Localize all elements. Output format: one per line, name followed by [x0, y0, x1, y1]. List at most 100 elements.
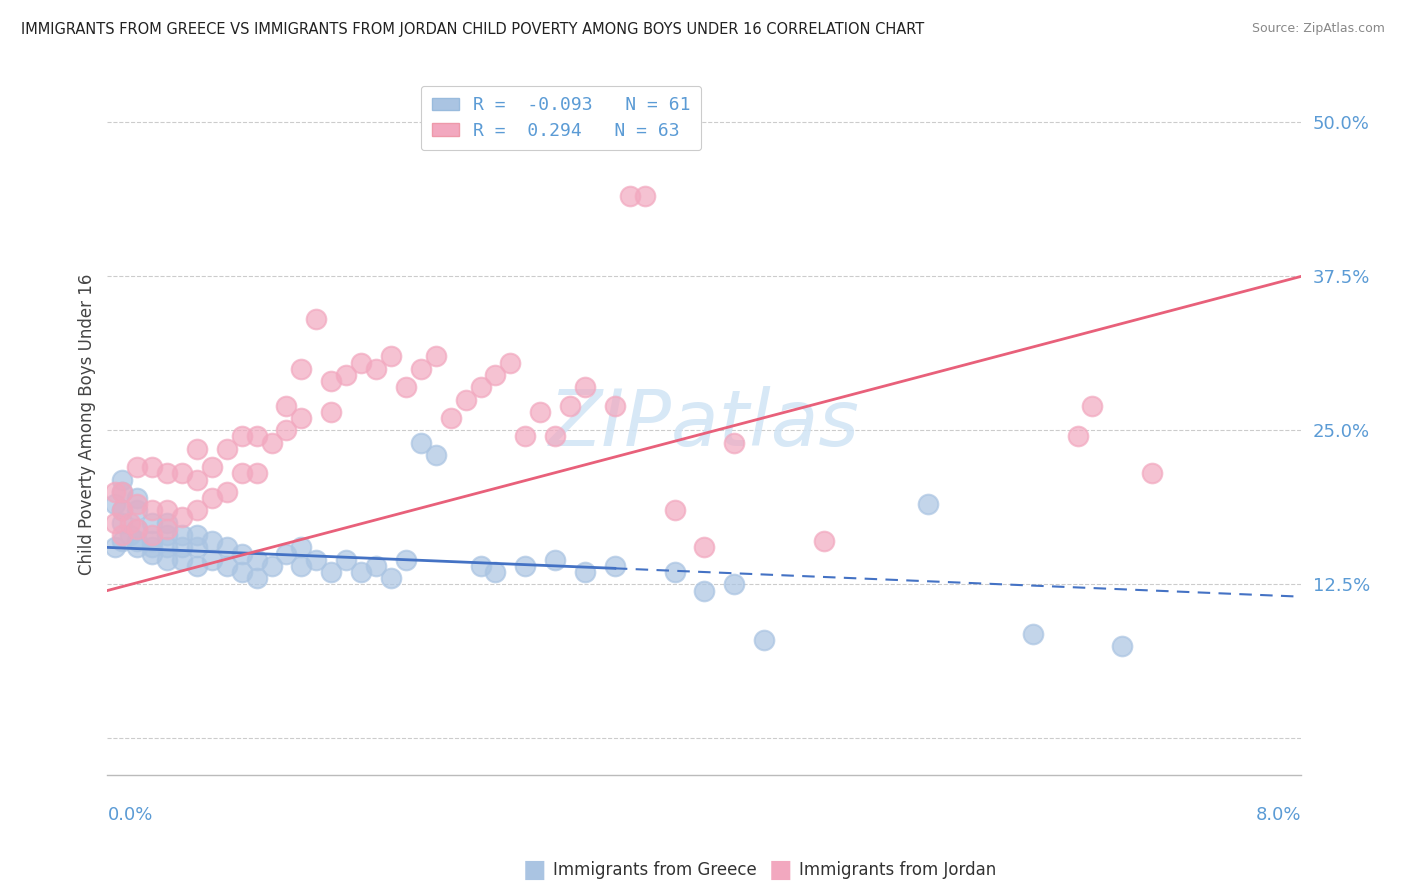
Point — [186, 558, 208, 573]
Point — [215, 558, 238, 573]
Text: Immigrants from Greece: Immigrants from Greece — [553, 861, 756, 879]
Point — [634, 189, 657, 203]
Point — [127, 491, 149, 505]
Point — [335, 552, 357, 566]
Point — [290, 541, 312, 555]
Point — [544, 552, 567, 566]
Point — [276, 547, 298, 561]
Point — [170, 528, 193, 542]
Point — [380, 350, 402, 364]
Point — [321, 374, 343, 388]
Point — [215, 485, 238, 500]
Point — [111, 485, 134, 500]
Point — [156, 552, 179, 566]
Point — [104, 516, 127, 530]
Point — [558, 399, 581, 413]
Point — [515, 558, 537, 573]
Point — [141, 528, 163, 542]
Point — [201, 534, 224, 549]
Point — [470, 558, 492, 573]
Point — [231, 429, 253, 443]
Text: 0.0%: 0.0% — [107, 806, 153, 824]
Point — [752, 632, 775, 647]
Point — [111, 534, 134, 549]
Point — [305, 552, 328, 566]
Point — [409, 435, 432, 450]
Point — [141, 516, 163, 530]
Point — [1022, 626, 1045, 640]
Point — [141, 534, 163, 549]
Point — [186, 503, 208, 517]
Point — [574, 565, 596, 579]
Point — [111, 516, 134, 530]
Point — [156, 541, 179, 555]
Point — [693, 583, 716, 598]
Point — [118, 528, 141, 542]
Point — [335, 368, 357, 382]
Point — [186, 442, 208, 456]
Text: ■: ■ — [523, 858, 546, 881]
Point — [156, 503, 179, 517]
Point — [170, 467, 193, 481]
Point — [603, 558, 626, 573]
Point — [215, 442, 238, 456]
Point — [170, 552, 193, 566]
Point — [515, 429, 537, 443]
Point — [425, 350, 447, 364]
Point — [127, 503, 149, 517]
Point — [723, 577, 745, 591]
Point — [215, 541, 238, 555]
Point — [246, 571, 269, 585]
Point — [574, 380, 596, 394]
Point — [111, 503, 134, 517]
Point — [111, 485, 134, 500]
Point — [1066, 429, 1088, 443]
Point — [201, 491, 224, 505]
Point — [470, 380, 492, 394]
Text: ■: ■ — [769, 858, 792, 881]
Point — [186, 528, 208, 542]
Point — [127, 534, 149, 549]
Point — [1111, 639, 1133, 653]
Point — [127, 460, 149, 475]
Point — [440, 411, 463, 425]
Point — [603, 399, 626, 413]
Point — [127, 541, 149, 555]
Point — [246, 429, 269, 443]
Point — [425, 448, 447, 462]
Text: 8.0%: 8.0% — [1256, 806, 1302, 824]
Point — [917, 497, 939, 511]
Point — [619, 189, 641, 203]
Point — [127, 522, 149, 536]
Point — [246, 467, 269, 481]
Point — [454, 392, 477, 407]
Point — [484, 565, 506, 579]
Point — [127, 522, 149, 536]
Point — [141, 460, 163, 475]
Point — [276, 423, 298, 437]
Point — [723, 435, 745, 450]
Point — [544, 429, 567, 443]
Point — [231, 565, 253, 579]
Point — [693, 541, 716, 555]
Point — [364, 558, 387, 573]
Point — [409, 361, 432, 376]
Point — [484, 368, 506, 382]
Point — [231, 467, 253, 481]
Point — [186, 541, 208, 555]
Point — [141, 541, 163, 555]
Point — [246, 552, 269, 566]
Point — [231, 547, 253, 561]
Point — [321, 565, 343, 579]
Point — [170, 509, 193, 524]
Point — [529, 405, 551, 419]
Point — [350, 565, 373, 579]
Point — [156, 522, 179, 536]
Text: IMMIGRANTS FROM GREECE VS IMMIGRANTS FROM JORDAN CHILD POVERTY AMONG BOYS UNDER : IMMIGRANTS FROM GREECE VS IMMIGRANTS FRO… — [21, 22, 924, 37]
Point — [156, 516, 179, 530]
Point — [111, 528, 134, 542]
Point — [350, 355, 373, 369]
Point — [260, 435, 283, 450]
Point — [111, 503, 134, 517]
Point — [290, 558, 312, 573]
